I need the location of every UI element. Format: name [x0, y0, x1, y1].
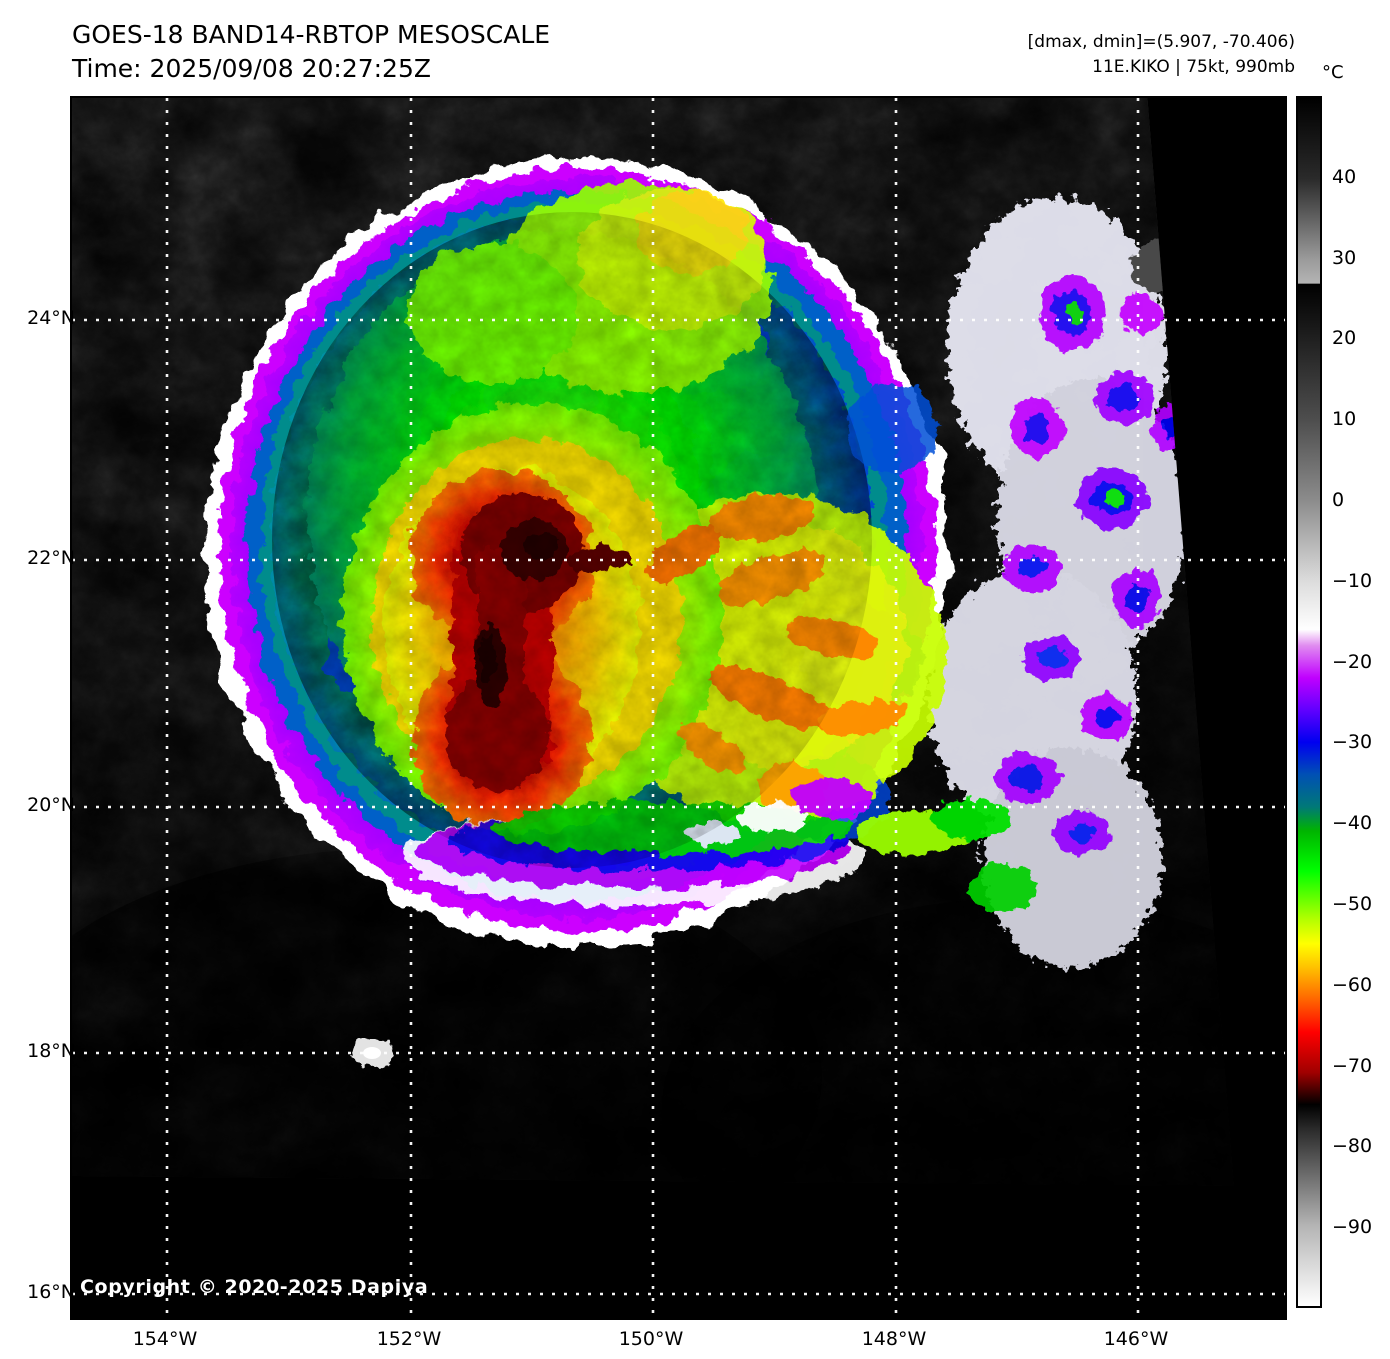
colorbar-gradient	[1298, 98, 1320, 1306]
colorbar-tick-m50: −50	[1332, 893, 1373, 915]
colorbar-tick-m30: −30	[1332, 731, 1373, 754]
satellite-image-plot[interactable]	[70, 96, 1287, 1320]
colorbar-tick-m80: −80	[1332, 1135, 1373, 1158]
timestamp-label: Time: 2025/09/08 20:27:25Z	[72, 54, 431, 83]
colorbar-tick-m70: −70	[1332, 1054, 1373, 1077]
colorbar-tick-m90: −90	[1332, 1216, 1373, 1239]
colorbar-unit-label: °C	[1322, 62, 1344, 83]
colorbar-tick-m60: −60	[1332, 973, 1373, 996]
x-axis-tick-152W: 152°W	[376, 1328, 442, 1350]
colorbar-tick-40: 40	[1332, 165, 1357, 188]
metadata-block: [dmax, dmin]=(5.907, -70.406) 11E.KIKO |…	[1028, 30, 1295, 80]
y-axis-tick-16N: 16°N	[27, 1281, 75, 1303]
copyright-label: Copyright © 2020-2025 Dapiya	[80, 1276, 429, 1298]
y-axis-tick-22N: 22°N	[27, 547, 75, 569]
colorbar-tick-30: 30	[1332, 246, 1357, 269]
colorbar-tick-20: 20	[1332, 327, 1357, 350]
x-axis-tick-148W: 148°W	[861, 1328, 927, 1350]
colorbar-tick-m40: −40	[1332, 812, 1373, 835]
colorbar-tick-0: 0	[1332, 489, 1345, 511]
colorbar-tick-m20: −20	[1332, 650, 1373, 673]
storm-info-label: 11E.KIKO | 75kt, 990mb	[1092, 57, 1295, 77]
y-axis-tick-20N: 20°N	[27, 794, 75, 816]
title-block: GOES-18 BAND14-RBTOP MESOSCALE Time: 202…	[72, 18, 550, 86]
x-axis-tick-154W: 154°W	[132, 1328, 198, 1350]
y-axis-tick-18N: 18°N	[27, 1040, 75, 1062]
graticule	[72, 98, 1285, 1318]
colorbar[interactable]	[1296, 96, 1322, 1308]
x-axis-tick-146W: 146°W	[1103, 1328, 1169, 1350]
x-axis-tick-150W: 150°W	[618, 1328, 684, 1350]
dminmax-label: [dmax, dmin]=(5.907, -70.406)	[1027, 32, 1295, 52]
page-title: GOES-18 BAND14-RBTOP MESOSCALE	[72, 20, 551, 49]
colorbar-tick-10: 10	[1332, 408, 1357, 431]
colorbar-tick-m10: −10	[1332, 569, 1373, 592]
satellite-raster	[72, 98, 1285, 1318]
y-axis-tick-24N: 24°N	[27, 307, 75, 329]
